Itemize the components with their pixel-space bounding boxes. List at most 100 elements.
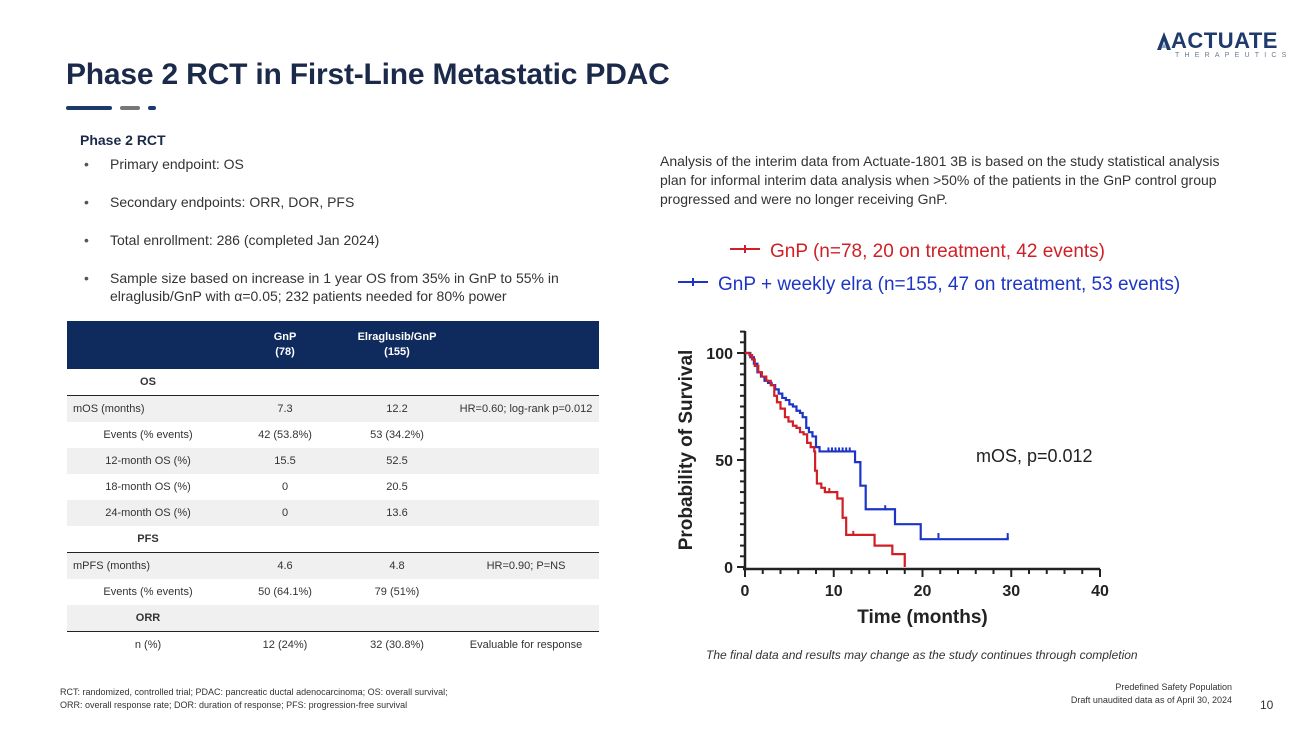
legend-elra-swatch — [678, 277, 708, 286]
footer-population: Predefined Safety Population — [1115, 682, 1232, 692]
table-cell: 4.8 — [341, 552, 453, 579]
table-cell — [453, 500, 599, 526]
table-cell — [229, 369, 341, 396]
header-gnp-arm: GnP (78) — [273, 331, 297, 358]
table-cell — [229, 605, 341, 632]
table-cell: Evaluable for response — [469, 639, 583, 651]
table-cell: mPFS (months) — [67, 552, 229, 579]
chart-caption: The final data and results may change as… — [706, 648, 1138, 662]
footnote-line: ORR: overall response rate; DOR: duratio… — [60, 700, 408, 710]
footer-data-cutoff: Draft unaudited data as of April 30, 202… — [1070, 695, 1232, 705]
table-cell: 52.5 — [341, 448, 453, 474]
results-table: GnP (78) Elraglusib/GnP (155) OS mOS (mon… — [67, 321, 599, 658]
table-cell — [341, 369, 453, 396]
table-cell — [453, 526, 599, 553]
table-cell: 15.5 — [229, 448, 341, 474]
legend-gnp-label: GnP (n=78, 20 on treatment, 42 events) — [770, 241, 1105, 262]
table-cell: 12-month OS (%) — [67, 448, 229, 474]
table-cell: 12.2 — [341, 395, 453, 422]
table-cell: mOS (months) — [67, 395, 229, 422]
table-cell: 12 (24%) — [262, 639, 308, 651]
x-axis-label: Time (months) — [857, 607, 988, 628]
table-cell — [453, 448, 599, 474]
x-tick-label: 0 — [741, 583, 750, 600]
title-accent-mid — [120, 106, 140, 110]
table-row: mOS (months) 7.3 12.2 HR=0.60; log-rank p=0… — [67, 395, 599, 422]
table-header-elra: Elraglusib/GnP (155) — [341, 321, 453, 369]
y-axis-label: Probability of Survival — [676, 350, 697, 551]
table-cell — [453, 422, 599, 448]
logo-wordmark: ACTUATE — [1171, 28, 1278, 53]
table-cell — [453, 605, 599, 632]
footnote-line: RCT: randomized, controlled trial; PDAC:… — [60, 687, 448, 697]
table-cell — [229, 526, 341, 553]
x-tick-label: 40 — [1091, 583, 1109, 600]
table-header-row: GnP (78) Elraglusib/GnP (155) — [67, 321, 599, 369]
bullet-list: Primary endpoint: OS Secondary endpoints… — [84, 155, 604, 305]
table-cell — [453, 579, 599, 605]
table-cell: HR=0.60; log-rank p=0.012 — [453, 395, 599, 422]
km-survival-chart: 0 50 100 0 10 20 30 40 Time (months) Probability … — [676, 330, 1109, 628]
bullet-item: Primary endpoint: OS — [84, 155, 604, 173]
table-cell: 7.3 — [229, 395, 341, 422]
table-cell: 4.6 — [229, 552, 341, 579]
bullet-item: Secondary endpoints: ORR, DOR, PFS — [84, 193, 604, 211]
section-title: Phase 2 RCT — [80, 132, 166, 148]
table-cell — [453, 369, 599, 396]
table-cell: 18-month OS (%) — [105, 481, 191, 493]
company-logo: ACTUATE THERAPEUTICS — [1157, 28, 1286, 64]
table-cell — [341, 526, 453, 553]
y-tick-label: 100 — [706, 346, 733, 363]
table-cell: n (%) — [134, 639, 162, 651]
table-cell: OS — [67, 369, 229, 396]
table-row: 18-month OS (%) 0 20.5 — [67, 474, 599, 500]
analysis-text: Analysis of the interim data from Actuat… — [660, 153, 1220, 207]
km-curve-gnp — [745, 351, 906, 567]
y-tick-label: 0 — [724, 560, 733, 577]
table-cell — [341, 605, 453, 632]
table-cell: 24-month OS (%) — [67, 500, 229, 526]
x-tick-label: 30 — [1002, 583, 1020, 600]
x-tick-label: 10 — [825, 583, 843, 600]
footer-right-note: Predefined Safety Population Draft unaud… — [1071, 681, 1232, 707]
table-row: 12-month OS (%) 15.5 52.5 — [67, 448, 599, 474]
page-title: Phase 2 RCT in First-Line Metastatic PDA… — [66, 58, 670, 91]
table-row: Events (% events) 50 (64.1%) 79 (51%) — [67, 579, 599, 605]
title-accent-long — [66, 106, 112, 110]
table-cell: Events (% events) — [103, 586, 193, 598]
table-cell: 50 (64.1%) — [258, 586, 312, 598]
table-section-row: PFS — [67, 526, 599, 553]
y-tick-label: 50 — [715, 453, 733, 470]
table-body: OS mOS (months) 7.3 12.2 HR=0.60; log-rank p… — [67, 369, 599, 658]
table-section-row: ORR — [67, 605, 599, 632]
logo-mark-icon — [1157, 32, 1171, 50]
table-header-cell — [67, 321, 229, 369]
table-cell: 20.5 — [386, 481, 408, 493]
footnote: RCT: randomized, controlled trial; PDAC:… — [60, 686, 448, 712]
table-row: 24-month OS (%) 0 13.6 — [67, 500, 599, 526]
table-cell: 79 (51%) — [374, 586, 420, 598]
table-cell: Events (% events) — [103, 429, 193, 441]
legend-gnp: GnP (n=78, 20 on treatment, 42 events) — [730, 241, 1105, 263]
table-cell: HR=0.90; P=NS — [453, 552, 599, 579]
chart-annotation: mOS, p=0.012 — [976, 446, 1093, 466]
bullet-item: Total enrollment: 286 (completed Jan 202… — [84, 231, 604, 249]
x-tick-label: 20 — [914, 583, 932, 600]
table-cell: 0 — [229, 500, 341, 526]
table-cell: 53 (34.2%) — [370, 429, 424, 441]
table-cell — [453, 474, 599, 500]
table-cell: 32 (30.8%) — [370, 639, 424, 651]
page-number: 10 — [1260, 698, 1274, 712]
table-cell: 0 — [281, 481, 289, 493]
table-cell: PFS — [67, 526, 229, 553]
table-row: n (%) 12 (24%) 32 (30.8%) Evaluable for res… — [67, 632, 599, 659]
table-header-gnp: GnP (78) — [229, 321, 341, 369]
legend-elra-label: GnP + weekly elra (n=155, 47 on treatmen… — [718, 274, 1181, 295]
table-cell: 13.6 — [341, 500, 453, 526]
logo-subtitle: THERAPEUTICS — [1175, 52, 1292, 59]
table-section-row: OS — [67, 369, 599, 396]
km-curve-elra — [745, 351, 1009, 541]
legend-elra: GnP + weekly elra (n=155, 47 on treatmen… — [678, 274, 1180, 296]
table-row: Events (% events) 42 (53.8%) 53 (34.2%) — [67, 422, 599, 448]
table-cell: ORR — [67, 605, 229, 632]
